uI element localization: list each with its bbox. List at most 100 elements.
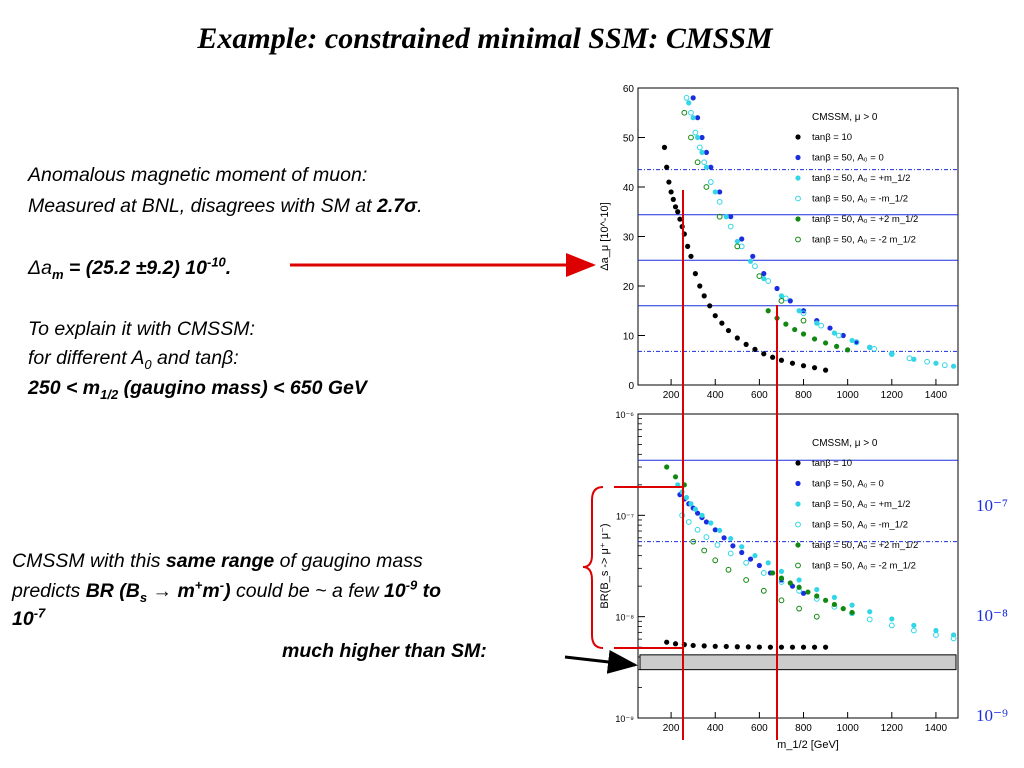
data-point bbox=[941, 362, 948, 369]
legend-title: CMSSM, μ > 0 bbox=[812, 438, 878, 449]
data-point bbox=[725, 327, 732, 334]
legend-label: tanβ = 10 bbox=[812, 458, 852, 469]
bs-mumu-plot-panel: 200 400 600 800 1000 1200 1400 10⁻⁹ 10⁻⁸ 10⁻⁷ 10⁻⁶… bbox=[599, 410, 959, 751]
a0-subscript: 0 bbox=[144, 356, 152, 372]
data-point bbox=[765, 560, 771, 566]
data-point bbox=[866, 616, 873, 623]
much-higher-text: much higher than SM: bbox=[282, 640, 487, 662]
text-line-2: Measured at BNL, disagrees with SM at 2.… bbox=[28, 193, 422, 219]
data-point bbox=[778, 644, 785, 650]
data-point bbox=[708, 164, 714, 170]
x-tick-label: 400 bbox=[707, 723, 724, 734]
legend-marker bbox=[795, 154, 801, 161]
data-point bbox=[778, 357, 785, 363]
legend-label: tanβ = 50, A₀ = -m_1/2 bbox=[812, 520, 908, 531]
predicts-text: predicts bbox=[12, 580, 86, 602]
data-point bbox=[723, 643, 729, 650]
tanb-text: and tanβ: bbox=[151, 347, 239, 369]
data-point bbox=[719, 320, 725, 326]
data-point bbox=[822, 644, 829, 650]
data-point bbox=[840, 332, 846, 339]
data-point bbox=[778, 293, 785, 299]
data-point bbox=[906, 355, 913, 362]
data-point bbox=[871, 345, 878, 352]
data-point bbox=[849, 602, 855, 608]
period: . bbox=[417, 195, 423, 217]
close-paren: ) bbox=[224, 580, 231, 602]
data-point bbox=[703, 149, 710, 155]
same-range-pre: CMSSM with this bbox=[12, 550, 166, 572]
sm-comparison-text: much higher than SM: bbox=[282, 638, 487, 664]
data-point bbox=[888, 622, 895, 629]
data-point bbox=[683, 494, 690, 501]
data-point bbox=[787, 298, 793, 304]
data-point bbox=[747, 258, 754, 264]
data-point bbox=[701, 643, 707, 649]
data-point bbox=[822, 597, 829, 603]
sm-prediction-band bbox=[639, 654, 957, 671]
data-point bbox=[752, 553, 758, 559]
x-tick-label: 800 bbox=[795, 390, 812, 401]
data-point bbox=[889, 616, 895, 622]
data-point bbox=[911, 622, 917, 629]
y-tick-label: 10⁻⁹ bbox=[615, 714, 634, 724]
data-point bbox=[811, 365, 818, 371]
data-point bbox=[849, 337, 855, 344]
data-point bbox=[800, 317, 807, 324]
data-point bbox=[670, 196, 676, 202]
data-point bbox=[800, 644, 807, 650]
data-point bbox=[747, 556, 754, 562]
y-tick-label: 40 bbox=[623, 183, 635, 194]
data-point bbox=[752, 263, 758, 270]
data-point bbox=[778, 297, 785, 304]
x-tick-label: 200 bbox=[663, 390, 680, 401]
data-point bbox=[831, 330, 838, 336]
data-point bbox=[789, 644, 796, 650]
data-point bbox=[765, 278, 772, 284]
data-point bbox=[950, 363, 957, 369]
y-tick-label: 20 bbox=[623, 282, 635, 293]
data-point bbox=[831, 594, 838, 600]
m-range-start: 250 < m bbox=[28, 377, 101, 399]
legend-label: tanβ = 10 bbox=[812, 132, 852, 143]
data-point bbox=[703, 519, 710, 525]
data-point bbox=[666, 179, 672, 185]
data-point bbox=[672, 204, 679, 210]
data-point bbox=[818, 322, 825, 329]
data-point bbox=[716, 198, 723, 205]
data-point bbox=[822, 340, 829, 346]
data-point bbox=[745, 644, 751, 650]
data-point bbox=[712, 527, 718, 533]
data-point bbox=[672, 474, 679, 480]
m-range-end: (gaugino mass) < 650 GeV bbox=[118, 377, 367, 399]
y-tick-label: 10 bbox=[623, 332, 635, 343]
data-point bbox=[717, 189, 723, 195]
data-point bbox=[743, 559, 750, 566]
legend-marker bbox=[795, 521, 801, 528]
plus-sup: + bbox=[194, 577, 203, 593]
legend-marker bbox=[795, 562, 801, 569]
data-point bbox=[723, 214, 729, 220]
data-point bbox=[703, 164, 710, 170]
data-point bbox=[827, 325, 833, 331]
data-point bbox=[783, 321, 789, 327]
data-point bbox=[694, 134, 701, 141]
data-point bbox=[714, 542, 721, 548]
data-point bbox=[725, 566, 732, 573]
legend-label: tanβ = 50, A₀ = -2 m_1/2 bbox=[812, 561, 916, 572]
ten-text-2: 10 bbox=[12, 608, 34, 630]
data-point bbox=[681, 109, 688, 116]
data-point bbox=[739, 544, 745, 550]
data-point bbox=[756, 273, 763, 280]
data-point bbox=[721, 535, 727, 541]
data-point bbox=[728, 214, 734, 220]
data-point bbox=[750, 253, 756, 259]
data-point bbox=[760, 587, 767, 594]
legend-label: tanβ = 50, A₀ = -m_1/2 bbox=[812, 194, 908, 205]
x-tick-label: 1400 bbox=[925, 390, 948, 401]
x-tick-label: 1000 bbox=[837, 390, 860, 401]
data-point bbox=[728, 535, 734, 542]
ten-exp-9: -9 bbox=[405, 577, 418, 593]
data-point bbox=[756, 562, 762, 569]
